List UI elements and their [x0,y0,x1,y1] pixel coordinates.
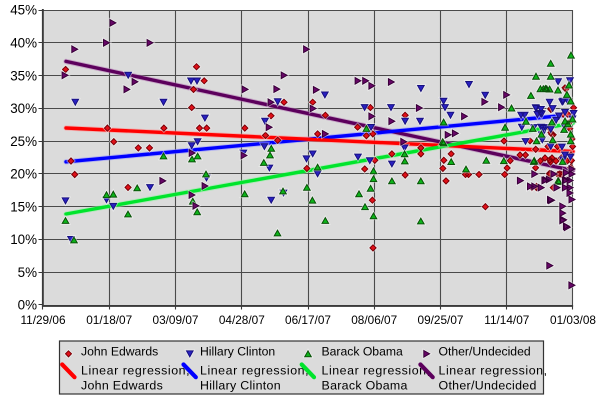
svg-text:01/03/08: 01/03/08 [550,313,596,327]
svg-text:0%: 0% [18,298,37,313]
svg-text:Linear regression,: Linear regression, [322,363,431,377]
svg-text:John Edwards: John Edwards [81,378,163,392]
svg-text:20%: 20% [10,167,37,182]
svg-text:John Edwards: John Edwards [81,345,158,359]
svg-text:Other/Undecided: Other/Undecided [439,378,537,392]
svg-text:Linear regression,: Linear regression, [200,363,309,377]
svg-text:06/17/07: 06/17/07 [285,313,331,327]
svg-text:09/25/07: 09/25/07 [418,313,464,327]
svg-text:Barack Obama: Barack Obama [322,345,404,359]
svg-text:30%: 30% [10,101,37,116]
svg-text:40%: 40% [10,36,37,51]
svg-text:04/28/07: 04/28/07 [219,313,265,327]
svg-text:11/29/06: 11/29/06 [20,313,65,327]
svg-text:Other/Undecided: Other/Undecided [439,345,531,359]
svg-text:15%: 15% [10,199,37,214]
svg-text:Linear regression,: Linear regression, [439,363,548,377]
svg-text:25%: 25% [10,134,37,149]
svg-text:10%: 10% [10,232,37,247]
svg-text:45%: 45% [10,3,37,18]
svg-text:5%: 5% [18,265,37,280]
svg-text:11/14/07: 11/14/07 [484,313,529,327]
svg-text:Barack Obama: Barack Obama [322,378,408,392]
svg-text:Hillary Clinton: Hillary Clinton [200,345,275,359]
svg-text:35%: 35% [10,68,37,83]
svg-text:Linear regression,: Linear regression, [81,363,190,377]
svg-text:03/09/07: 03/09/07 [153,313,199,327]
svg-text:08/06/07: 08/06/07 [351,313,397,327]
svg-text:01/18/07: 01/18/07 [86,313,132,327]
svg-text:Hillary Clinton: Hillary Clinton [200,378,281,392]
